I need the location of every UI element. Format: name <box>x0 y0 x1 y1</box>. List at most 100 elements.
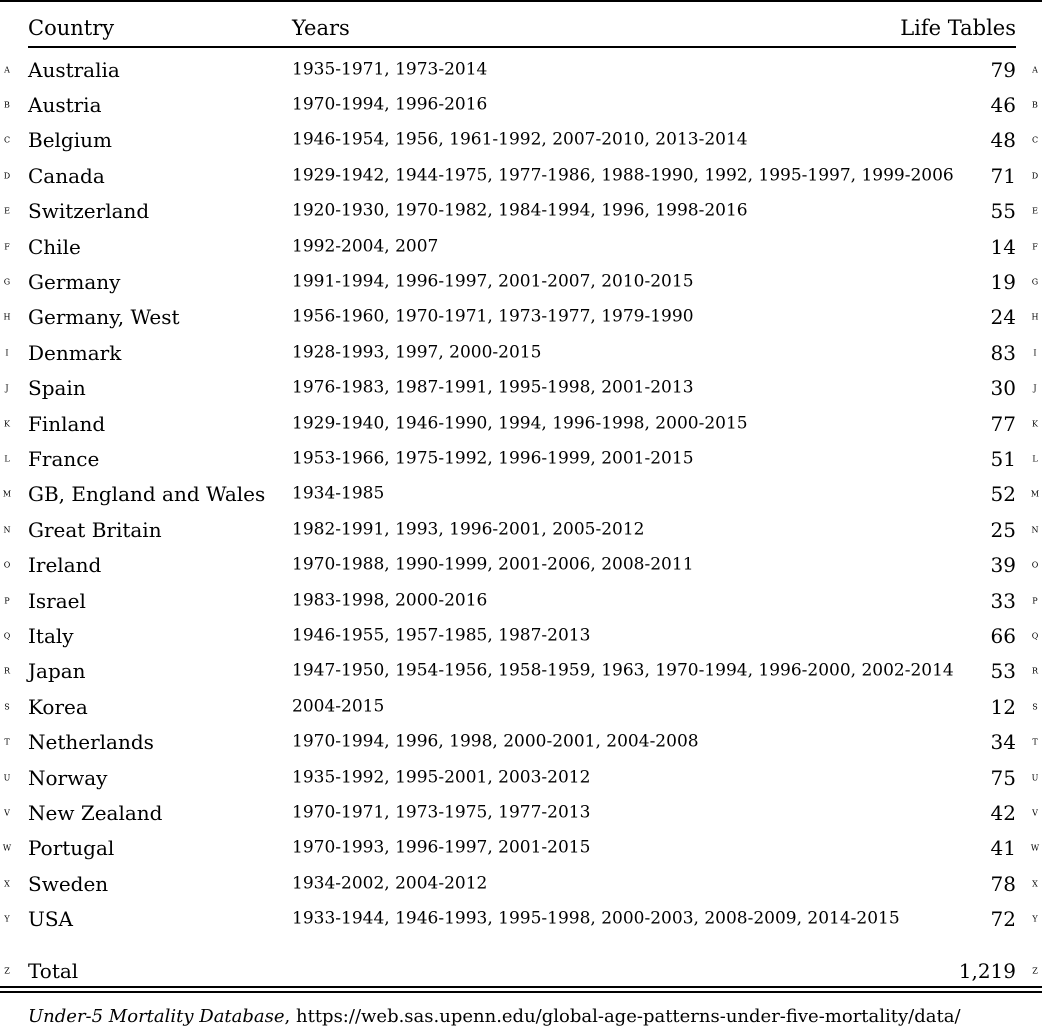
country-cell: Netherlands <box>28 730 154 755</box>
life-tables-cell: 12 <box>990 694 1016 719</box>
country-cell: Ireland <box>28 553 102 578</box>
footnote-source-url[interactable]: , https://web.sas.upenn.edu/global-age-p… <box>284 1006 961 1027</box>
total-row: Z Total 1,219 Z <box>0 954 1042 988</box>
country-cell: Chile <box>28 234 81 259</box>
row-letter-left: L <box>4 454 10 464</box>
row-letter-right: D <box>1031 171 1039 181</box>
years-cell: 1970-1993, 1996-1997, 2001-2015 <box>292 837 591 858</box>
row-letter-left: W <box>2 843 12 853</box>
row-letter-right: H <box>1031 312 1039 322</box>
row-letter-right: S <box>1032 702 1038 712</box>
table-body: A Australia 1935-1971, 1973-2014 79 A B Austri… <box>0 52 1042 937</box>
life-tables-cell: 46 <box>990 93 1016 118</box>
table-row: E Switzerland 1920-1930, 1970-1982, 1984-1… <box>0 194 1042 229</box>
table-row: F Chile 1992-2004, 2007 14 F <box>0 229 1042 264</box>
table-row: Y USA 1933-1944, 1946-1993, 1995-1998, 200… <box>0 901 1042 936</box>
country-cell: Japan <box>28 659 86 684</box>
years-cell: 1970-1994, 1996-2016 <box>292 94 488 115</box>
country-cell: Sweden <box>28 871 109 896</box>
life-tables-cell: 52 <box>990 482 1016 507</box>
table-row: N Great Britain 1982-1991, 1993, 1996-2001… <box>0 512 1042 547</box>
years-cell: 1935-1971, 1973-2014 <box>292 59 488 80</box>
row-letter-right: V <box>1032 808 1038 818</box>
table-row: I Denmark 1928-1993, 1997, 2000-2015 83 I <box>0 335 1042 370</box>
top-rule <box>0 0 1042 2</box>
header-rule <box>28 46 1016 48</box>
years-cell: 1970-1971, 1973-1975, 1977-2013 <box>292 802 591 823</box>
years-cell: 1920-1930, 1970-1982, 1984-1994, 1996, 1… <box>292 200 748 221</box>
country-cell: Great Britain <box>28 517 162 542</box>
row-letter-left: V <box>4 808 10 818</box>
years-cell: 1956-1960, 1970-1971, 1973-1977, 1979-19… <box>292 306 694 327</box>
country-cell: Korea <box>28 694 88 719</box>
footnote: Under-5 Mortality Database, https://web.… <box>28 1006 961 1027</box>
row-letter-right: C <box>1031 135 1039 145</box>
country-cell: Denmark <box>28 340 122 365</box>
row-letter-left: N <box>3 525 11 535</box>
country-cell: Australia <box>28 57 120 82</box>
total-label: Total <box>28 959 79 983</box>
years-cell: 1929-1940, 1946-1990, 1994, 1996-1998, 2… <box>292 413 748 434</box>
row-letter-right: G <box>1031 277 1039 287</box>
footnote-source-name: Under-5 Mortality Database <box>28 1006 285 1027</box>
years-cell: 1970-1988, 1990-1999, 2001-2006, 2008-20… <box>292 554 694 575</box>
life-tables-cell: 77 <box>990 411 1016 436</box>
table-row: L France 1953-1966, 1975-1992, 1996-1999, … <box>0 441 1042 476</box>
bottom-rule-double <box>0 991 1042 993</box>
years-cell: 1946-1954, 1956, 1961-1992, 2007-2010, 2… <box>292 129 748 150</box>
row-letter-left: D <box>3 171 11 181</box>
row-letter-right: O <box>1031 560 1039 570</box>
table-row: Q Italy 1946-1955, 1957-1985, 1987-2013 66 Q <box>0 618 1042 653</box>
table-row: W Portugal 1970-1993, 1996-1997, 2001-2015… <box>0 831 1042 866</box>
table-row: V New Zealand 1970-1971, 1973-1975, 1977-2… <box>0 795 1042 830</box>
row-letter-right: B <box>1032 100 1038 110</box>
table-row: G Germany 1991-1994, 1996-1997, 2001-2007,… <box>0 264 1042 299</box>
table-row: C Belgium 1946-1954, 1956, 1961-1992, 2007… <box>0 123 1042 158</box>
years-cell: 1935-1992, 1995-2001, 2003-2012 <box>292 767 591 787</box>
row-letter-left: G <box>3 277 11 287</box>
years-cell: 1934-1985 <box>292 483 385 504</box>
life-tables-cell: 75 <box>990 765 1016 790</box>
country-cell: Israel <box>28 588 86 613</box>
row-letter-right: Y <box>1032 914 1038 924</box>
row-letter-left: T <box>4 737 10 747</box>
years-cell: 1991-1994, 1996-1997, 2001-2007, 2010-20… <box>292 271 694 292</box>
life-tables-cell: 14 <box>990 234 1016 259</box>
row-letter-right: W <box>1030 843 1040 853</box>
life-tables-cell: 79 <box>990 57 1016 82</box>
row-letter-left: P <box>4 596 10 606</box>
life-tables-cell: 51 <box>990 446 1016 471</box>
table-row: P Israel 1983-1998, 2000-2016 33 P <box>0 583 1042 618</box>
life-tables-cell: 25 <box>990 517 1016 542</box>
life-tables-cell: 19 <box>990 270 1016 295</box>
row-letter-left: H <box>3 312 11 322</box>
country-cell: Portugal <box>28 836 115 861</box>
row-letter-left: Y <box>4 914 10 924</box>
table-row: R Japan 1947-1950, 1954-1956, 1958-1959, 1… <box>0 654 1042 689</box>
table-row: S Korea 2004-2015 12 S <box>0 689 1042 724</box>
life-tables-cell: 41 <box>990 836 1016 861</box>
years-cell: 1983-1998, 2000-2016 <box>292 590 488 611</box>
years-cell: 1947-1950, 1954-1956, 1958-1959, 1963, 1… <box>292 660 954 681</box>
years-cell: 1928-1993, 1997, 2000-2015 <box>292 342 542 363</box>
years-cell: 1982-1991, 1993, 1996-2001, 2005-2012 <box>292 519 645 540</box>
life-tables-cell: 78 <box>990 871 1016 896</box>
years-cell: 1946-1955, 1957-1985, 1987-2013 <box>292 625 591 646</box>
life-tables-cell: 34 <box>990 730 1016 755</box>
row-letter-right: X <box>1032 879 1038 889</box>
life-tables-cell: 24 <box>990 305 1016 330</box>
row-letter-right: U <box>1031 773 1039 782</box>
bottom-rule <box>0 986 1042 988</box>
country-cell: Norway <box>28 765 108 790</box>
row-letter-right: N <box>1031 525 1039 535</box>
life-tables-cell: 72 <box>990 907 1016 932</box>
row-letter-right: Z <box>1032 966 1038 976</box>
country-cell: Austria <box>28 93 102 118</box>
row-letter-right: R <box>1031 666 1039 676</box>
row-letter-left: K <box>4 419 10 429</box>
years-cell: 1933-1944, 1946-1993, 1995-1998, 2000-20… <box>292 908 900 929</box>
life-tables-cell: 53 <box>990 659 1016 684</box>
row-letter-left: M <box>2 489 12 499</box>
table-row: U Norway 1935-1992, 1995-2001, 2003-2012 75… <box>0 760 1042 795</box>
years-cell: 1934-2002, 2004-2012 <box>292 873 488 894</box>
